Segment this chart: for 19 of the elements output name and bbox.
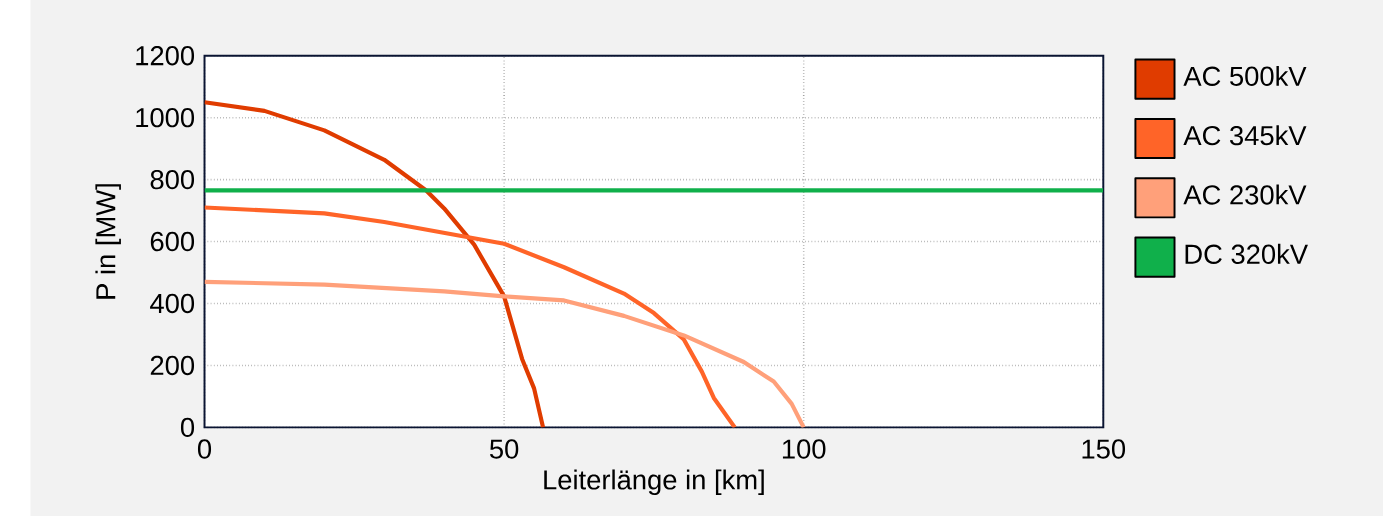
y-tick-label: 800 (150, 169, 195, 190)
y-tick-label: 1000 (136, 107, 195, 128)
legend-label: AC 500kV (1183, 65, 1307, 86)
y-axis-title: P in [MW] (95, 184, 121, 299)
y-tick-label: 0 (180, 417, 195, 437)
line-series (204, 279, 806, 428)
x-axis-title: Leiterlänge in [km] (544, 469, 764, 495)
line-series (204, 99, 546, 428)
x-tick-label: 100 (782, 439, 826, 459)
x-tick-label: 0 (197, 439, 212, 459)
y-tick-label: 400 (150, 293, 195, 313)
y-tick-label: 1200 (136, 45, 195, 66)
legend-label: DC 320kV (1185, 243, 1308, 264)
x-tick-label: 150 (1082, 439, 1126, 459)
y-tick-label: 200 (150, 355, 195, 375)
legend-label: AC 230kV (1183, 184, 1307, 205)
y-tick-label: 600 (150, 231, 195, 252)
x-tick-label: 50 (489, 439, 519, 459)
legend-label: AC 345kV (1183, 125, 1307, 146)
